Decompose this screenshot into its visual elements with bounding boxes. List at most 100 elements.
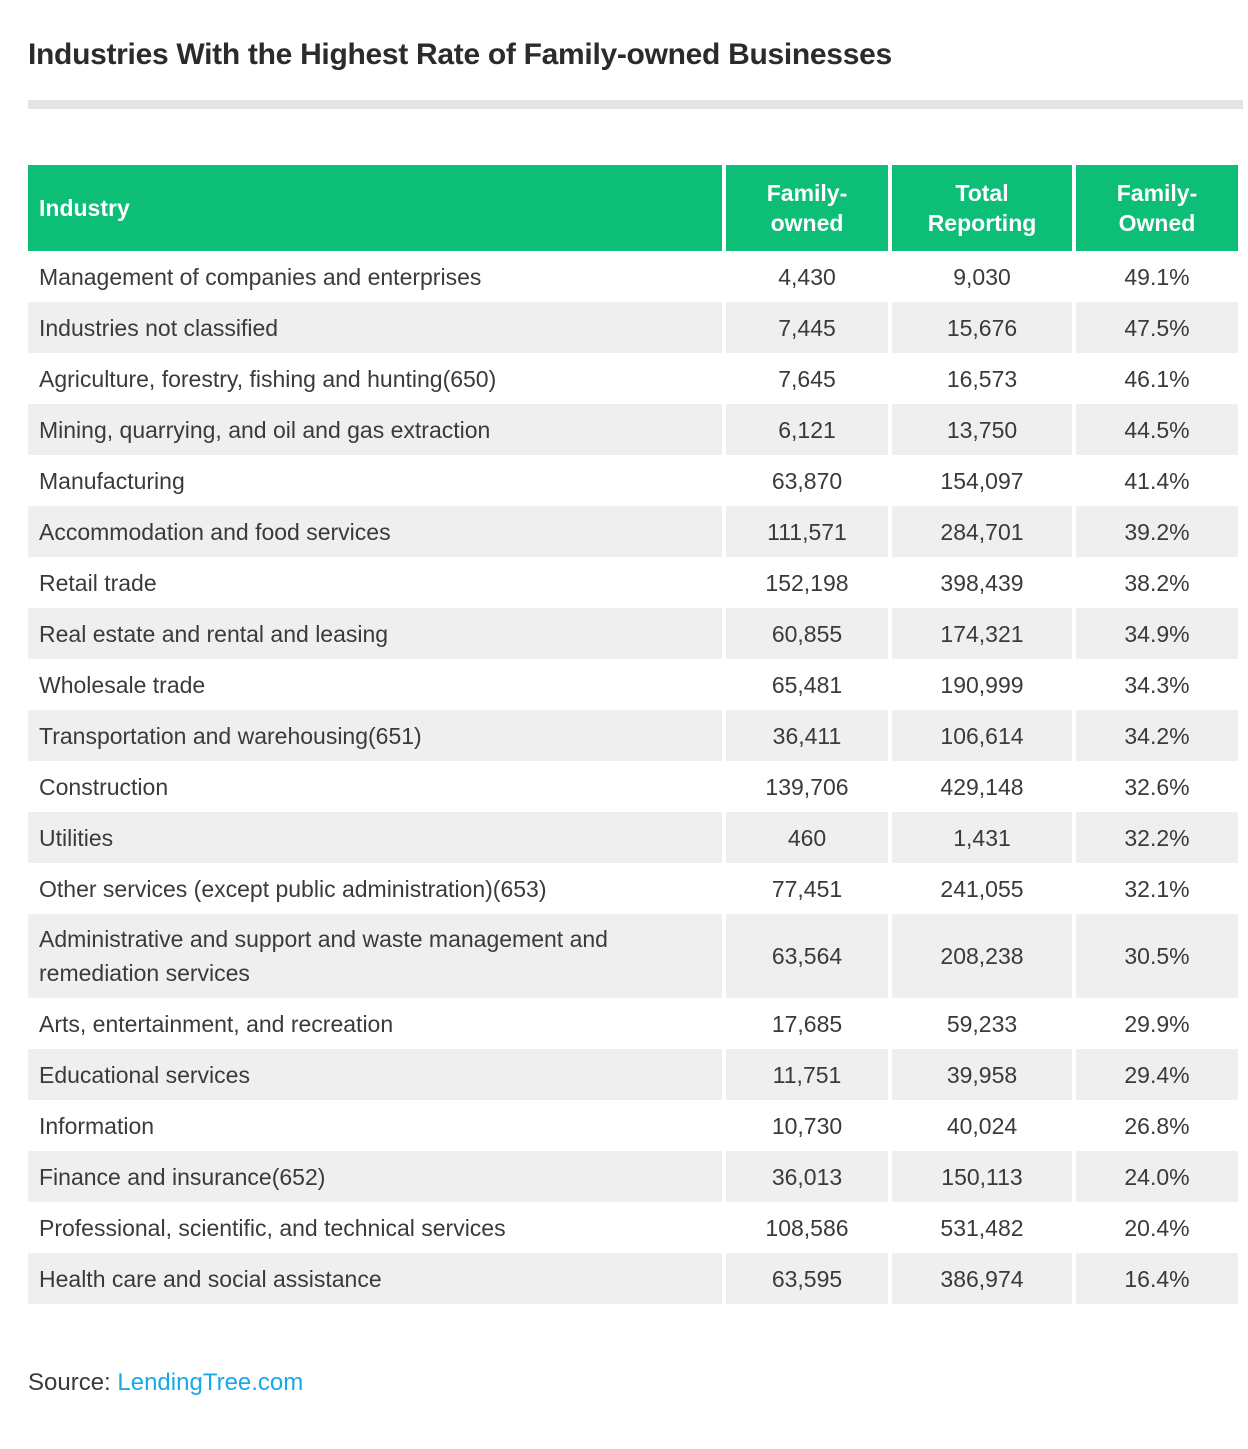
industry-cell: Educational services [28, 1049, 722, 1100]
value-cell: 39.2% [1076, 506, 1238, 557]
value-cell: 531,482 [892, 1202, 1072, 1253]
industry-cell: Utilities [28, 812, 722, 863]
industry-cell: Transportation and warehousing(651) [28, 710, 722, 761]
industry-cell: Management of companies and enterprises [28, 251, 722, 302]
value-cell: 36,411 [726, 710, 888, 761]
value-cell: 241,055 [892, 863, 1072, 914]
value-cell: 59,233 [892, 998, 1072, 1049]
source-link[interactable]: LendingTree.com [117, 1369, 304, 1396]
industry-cell: Professional, scientific, and technical … [28, 1202, 722, 1253]
value-cell: 63,870 [726, 455, 888, 506]
value-cell: 20.4% [1076, 1202, 1238, 1253]
table-row: Other services (except public administra… [28, 863, 1238, 914]
value-cell: 284,701 [892, 506, 1072, 557]
value-cell: 6,121 [726, 404, 888, 455]
value-cell: 38.2% [1076, 557, 1238, 608]
value-cell: 190,999 [892, 659, 1072, 710]
value-cell: 13,750 [892, 404, 1072, 455]
table-row: Educational services 11,751 39,958 29.4% [28, 1049, 1238, 1100]
value-cell: 24.0% [1076, 1151, 1238, 1202]
value-cell: 150,113 [892, 1151, 1072, 1202]
value-cell: 398,439 [892, 557, 1072, 608]
industry-cell: Industries not classified [28, 302, 722, 353]
value-cell: 9,030 [892, 251, 1072, 302]
industry-cell: Mining, quarrying, and oil and gas extra… [28, 404, 722, 455]
source-line: Source: LendingTree.com [28, 1368, 1248, 1398]
table-row: Construction 139,706 429,148 32.6% [28, 761, 1238, 812]
table-row: Utilities 460 1,431 32.2% [28, 812, 1238, 863]
value-cell: 139,706 [726, 761, 888, 812]
table-row: Health care and social assistance 63,595 3… [28, 1253, 1238, 1304]
industry-cell: Administrative and support and waste man… [28, 914, 722, 998]
value-cell: 41.4% [1076, 455, 1238, 506]
table-row: Finance and insurance(652) 36,013 150,113 2… [28, 1151, 1238, 1202]
table-row: Real estate and rental and leasing 60,855… [28, 608, 1238, 659]
table-row: Mining, quarrying, and oil and gas extra… [28, 404, 1238, 455]
source-label: Source: [28, 1369, 118, 1396]
value-cell: 29.4% [1076, 1049, 1238, 1100]
industry-cell: Finance and insurance(652) [28, 1151, 722, 1202]
header-cell-total-reporting: Total Reporting [892, 165, 1072, 251]
value-cell: 32.2% [1076, 812, 1238, 863]
table-row: Manufacturing 63,870 154,097 41.4% [28, 455, 1238, 506]
value-cell: 49.1% [1076, 251, 1238, 302]
title-divider [28, 100, 1243, 109]
value-cell: 47.5% [1076, 302, 1238, 353]
value-cell: 16,573 [892, 353, 1072, 404]
value-cell: 34.2% [1076, 710, 1238, 761]
table-row: Management of companies and enterprises 4… [28, 251, 1238, 302]
table-row: Arts, entertainment, and recreation 17,68… [28, 998, 1238, 1049]
industry-cell: Wholesale trade [28, 659, 722, 710]
industry-cell: Accommodation and food services [28, 506, 722, 557]
value-cell: 460 [726, 812, 888, 863]
value-cell: 34.3% [1076, 659, 1238, 710]
value-cell: 152,198 [726, 557, 888, 608]
value-cell: 40,024 [892, 1100, 1072, 1151]
value-cell: 111,571 [726, 506, 888, 557]
value-cell: 44.5% [1076, 404, 1238, 455]
value-cell: 30.5% [1076, 914, 1238, 998]
value-cell: 39,958 [892, 1049, 1072, 1100]
value-cell: 77,451 [726, 863, 888, 914]
value-cell: 108,586 [726, 1202, 888, 1253]
value-cell: 26.8% [1076, 1100, 1238, 1151]
table-row: Professional, scientific, and technical … [28, 1202, 1238, 1253]
table-row: Transportation and warehousing(651) 36,41… [28, 710, 1238, 761]
industry-cell: Information [28, 1100, 722, 1151]
value-cell: 34.9% [1076, 608, 1238, 659]
value-cell: 16.4% [1076, 1253, 1238, 1304]
value-cell: 7,645 [726, 353, 888, 404]
industry-cell: Real estate and rental and leasing [28, 608, 722, 659]
table-row: Information 10,730 40,024 26.8% [28, 1100, 1238, 1151]
header-cell-family-owned: Family- owned [726, 165, 888, 251]
value-cell: 32.6% [1076, 761, 1238, 812]
value-cell: 60,855 [726, 608, 888, 659]
value-cell: 63,564 [726, 914, 888, 998]
industry-cell: Manufacturing [28, 455, 722, 506]
value-cell: 1,431 [892, 812, 1072, 863]
data-table: Industry Family- owned Total Reporting F… [28, 165, 1238, 1304]
value-cell: 46.1% [1076, 353, 1238, 404]
industry-cell: Health care and social assistance [28, 1253, 722, 1304]
page-title: Industries With the Highest Rate of Fami… [28, 38, 892, 71]
industry-cell: Construction [28, 761, 722, 812]
value-cell: 11,751 [726, 1049, 888, 1100]
value-cell: 4,430 [726, 251, 888, 302]
value-cell: 429,148 [892, 761, 1072, 812]
table-body: Management of companies and enterprises 4… [28, 251, 1238, 1304]
value-cell: 29.9% [1076, 998, 1238, 1049]
infographic-page: Industries With the Highest Rate of Fami… [0, 36, 1248, 1398]
value-cell: 65,481 [726, 659, 888, 710]
value-cell: 208,238 [892, 914, 1072, 998]
value-cell: 174,321 [892, 608, 1072, 659]
value-cell: 106,614 [892, 710, 1072, 761]
industry-cell: Other services (except public administra… [28, 863, 722, 914]
industry-cell: Retail trade [28, 557, 722, 608]
value-cell: 17,685 [726, 998, 888, 1049]
header-cell-family-owned-pct: Family- Owned [1076, 165, 1238, 251]
table-row: Industries not classified 7,445 15,676 47.5… [28, 302, 1238, 353]
table-row: Administrative and support and waste man… [28, 914, 1238, 998]
table-header: Industry Family- owned Total Reporting F… [28, 165, 1238, 251]
value-cell: 15,676 [892, 302, 1072, 353]
value-cell: 386,974 [892, 1253, 1072, 1304]
